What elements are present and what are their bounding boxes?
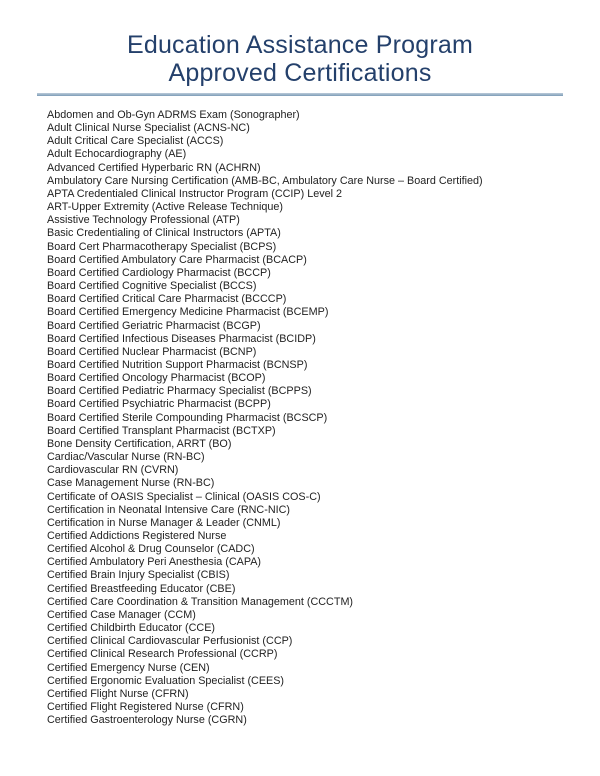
certification-item: Ambulatory Care Nursing Certification (A… bbox=[47, 174, 483, 187]
certification-item: Certification in Nurse Manager & Leader … bbox=[47, 516, 281, 529]
certification-item: Certified Brain Injury Specialist (CBIS) bbox=[47, 569, 230, 582]
certification-item: Certified Alcohol & Drug Counselor (CADC… bbox=[47, 543, 255, 556]
certification-item: Certified Flight Nurse (CFRN) bbox=[47, 687, 189, 700]
certification-item: Certified Emergency Nurse (CEN) bbox=[47, 661, 210, 674]
certification-item: Certified Case Manager (CCM) bbox=[47, 608, 196, 621]
certification-item: Board Certified Transplant Pharmacist (B… bbox=[47, 424, 276, 437]
page-title-line1: Education Assistance Program bbox=[126, 31, 474, 59]
certification-item: Certified Gastroenterology Nurse (CGRN) bbox=[47, 714, 247, 727]
certification-item: Board Certified Geriatric Pharmacist (BC… bbox=[47, 319, 261, 332]
title-divider bbox=[37, 93, 563, 96]
certification-item: Basic Credentialing of Clinical Instruct… bbox=[47, 227, 281, 240]
certification-item: Certified Childbirth Educator (CCE) bbox=[47, 622, 216, 635]
certification-item: Certification in Neonatal Intensive Care… bbox=[47, 503, 291, 516]
certification-item: Adult Critical Care Specialist (ACCS) bbox=[47, 135, 224, 148]
certification-item: Adult Clinical Nurse Specialist (ACNS-NC… bbox=[47, 122, 250, 135]
certification-item: Certified Clinical Research Professional… bbox=[47, 648, 278, 661]
certification-item: Advanced Certified Hyperbaric RN (ACHRN) bbox=[47, 161, 261, 174]
certification-item: ART-Upper Extremity (Active Release Tech… bbox=[47, 201, 284, 214]
certification-item: Board Certified Pediatric Pharmacy Speci… bbox=[47, 385, 312, 398]
certification-item: Board Certified Nuclear Pharmacist (BCNP… bbox=[47, 345, 257, 358]
certification-item: Cardiac/Vascular Nurse (RN-BC) bbox=[47, 451, 205, 464]
certification-item: APTA Credentialed Clinical Instructor Pr… bbox=[47, 187, 343, 200]
certification-item: Board Certified Oncology Pharmacist (BCO… bbox=[47, 372, 266, 385]
certification-item: Certificate of OASIS Specialist – Clinic… bbox=[47, 490, 321, 503]
certification-item: Board Certified Emergency Medicine Pharm… bbox=[47, 306, 329, 319]
certification-item: Certified Clinical Cardiovascular Perfus… bbox=[47, 635, 293, 648]
certification-item: Board Certified Ambulatory Care Pharmaci… bbox=[47, 253, 307, 266]
certification-item: Board Certified Cardiology Pharmacist (B… bbox=[47, 266, 271, 279]
certification-item: Case Management Nurse (RN-BC) bbox=[47, 477, 215, 490]
certification-item: Board Certified Nutrition Support Pharma… bbox=[47, 358, 308, 371]
document-header: Education Assistance Program Approved Ce… bbox=[37, 0, 563, 96]
certification-item: Board Cert Pharmacotherapy Specialist (B… bbox=[47, 240, 277, 253]
certification-item: Bone Density Certification, ARRT (BO) bbox=[47, 437, 232, 450]
certification-item: Board Certified Critical Care Pharmacist… bbox=[47, 293, 287, 306]
certification-item: Cardiovascular RN (CVRN) bbox=[47, 464, 179, 477]
certification-item: Certified Care Coordination & Transition… bbox=[47, 595, 354, 608]
certification-list: Abdomen and Ob-Gyn ADRMS Exam (Sonograph… bbox=[47, 109, 570, 727]
certification-item: Certified Ambulatory Peri Anesthesia (CA… bbox=[47, 556, 262, 569]
certification-item: Assistive Technology Professional (ATP) bbox=[47, 214, 240, 227]
certification-item: Certified Addictions Registered Nurse bbox=[47, 530, 227, 542]
page-title: Education Assistance Program Approved Ce… bbox=[37, 31, 563, 87]
certification-item: Board Certified Infectious Diseases Phar… bbox=[47, 332, 316, 345]
certification-item: Board Certified Sterile Compounding Phar… bbox=[47, 411, 328, 424]
certification-item: Board Certified Psychiatric Pharmacist (… bbox=[47, 398, 271, 411]
certification-item: Board Certified Cognitive Specialist (BC… bbox=[47, 280, 257, 293]
page-title-line2: Approved Certifications bbox=[168, 59, 432, 87]
certification-item: Certified Flight Registered Nurse (CFRN) bbox=[47, 701, 244, 714]
certification-item: Adult Echocardiography (AE) bbox=[47, 148, 187, 161]
certification-item: Certified Ergonomic Evaluation Specialis… bbox=[47, 674, 285, 687]
certification-item: Abdomen and Ob-Gyn ADRMS Exam (Sonograph… bbox=[47, 109, 300, 121]
certification-item: Certified Breastfeeding Educator (CBE) bbox=[47, 582, 236, 595]
